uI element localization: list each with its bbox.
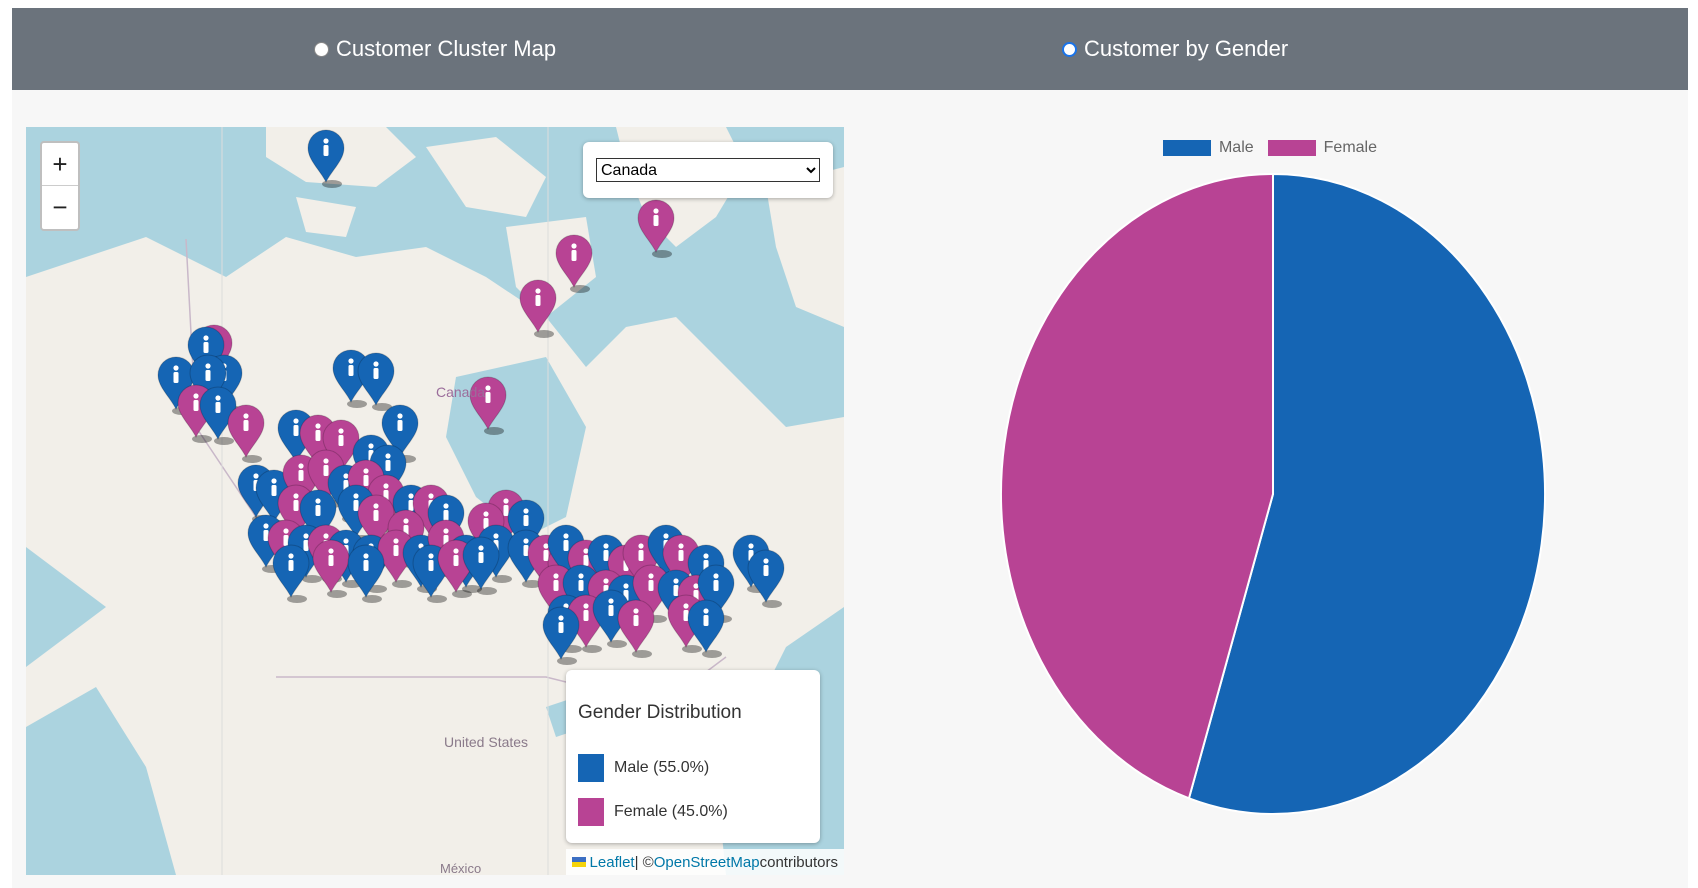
- osm-link[interactable]: OpenStreetMap: [653, 853, 760, 871]
- female-swatch: [578, 798, 604, 826]
- chart-legend-item-male[interactable]: Male: [1162, 139, 1254, 157]
- chart-legend-label: Male: [1218, 139, 1254, 156]
- zoom-out-button[interactable]: −: [52, 192, 68, 222]
- tab-customer-cluster-map[interactable]: Customer Cluster Map: [314, 36, 556, 62]
- male-marker[interactable]: [357, 352, 395, 411]
- legend-label: Female (45.0%): [614, 803, 728, 820]
- male-marker[interactable]: [347, 544, 385, 603]
- ukraine-flag-icon: [571, 857, 586, 867]
- gender-radio[interactable]: [1062, 41, 1077, 57]
- female-marker[interactable]: [227, 404, 265, 463]
- chart-legend-swatch: [1267, 140, 1316, 156]
- cluster-map-radio[interactable]: [314, 41, 329, 57]
- male-marker[interactable]: [542, 606, 580, 665]
- gender-pie-chart: Male Female: [860, 127, 1680, 877]
- pie-slice-female[interactable]: [1000, 172, 1274, 800]
- customer-markers[interactable]: [157, 129, 785, 665]
- male-marker[interactable]: [199, 386, 237, 445]
- gender-legend: Gender Distribution Male (55.0%) Female …: [566, 670, 820, 843]
- female-marker[interactable]: [469, 376, 507, 435]
- zoom-control: + −: [40, 141, 80, 231]
- female-marker[interactable]: [617, 599, 655, 658]
- female-marker[interactable]: [312, 539, 350, 598]
- map-label-canada: Canada: [436, 384, 485, 400]
- attribution-suffix: contributors: [759, 853, 838, 871]
- chart-legend: Male Female: [860, 139, 1680, 157]
- chart-legend-item-female[interactable]: Female: [1267, 139, 1378, 157]
- male-marker[interactable]: [747, 549, 785, 608]
- male-marker[interactable]: [272, 544, 310, 603]
- tab-customer-by-gender[interactable]: Customer by Gender: [1062, 36, 1288, 62]
- legend-item-male: Male (55.0%): [578, 754, 709, 782]
- attribution-separator: | ©: [634, 853, 654, 871]
- female-marker[interactable]: [519, 279, 557, 338]
- legend-item-female: Female (45.0%): [578, 798, 728, 826]
- legend-label: Male (55.0%): [614, 759, 710, 776]
- country-select[interactable]: Canada: [596, 158, 820, 182]
- map-tiles: Canada United States México: [26, 127, 844, 875]
- female-marker[interactable]: [555, 234, 593, 293]
- male-marker[interactable]: [462, 536, 500, 595]
- chart-legend-label: Female: [1323, 139, 1378, 156]
- map-label-united-states: United States: [444, 734, 528, 750]
- zoom-in-button[interactable]: +: [42, 143, 78, 186]
- male-swatch: [578, 754, 604, 782]
- map-attribution: Leaflet | © OpenStreetMap contributors: [565, 849, 844, 875]
- country-filter: Canada: [583, 142, 833, 198]
- leaflet-link[interactable]: Leaflet: [589, 853, 635, 871]
- tab-label: Customer Cluster Map: [336, 36, 557, 61]
- pie-svg: [1000, 172, 1546, 815]
- pie-slice-male[interactable]: [1187, 172, 1546, 815]
- male-marker[interactable]: [687, 599, 725, 658]
- top-nav-bar: Customer Cluster Map Customer by Gender: [12, 8, 1688, 90]
- legend-title: Gender Distribution: [578, 702, 742, 723]
- map-label-mexico: México: [440, 861, 481, 875]
- female-marker[interactable]: [637, 199, 675, 258]
- chart-legend-swatch: [1162, 140, 1211, 156]
- customer-map[interactable]: Canada United States México + − Canada G…: [26, 127, 844, 875]
- male-marker[interactable]: [307, 129, 345, 188]
- tab-label: Customer by Gender: [1084, 36, 1289, 61]
